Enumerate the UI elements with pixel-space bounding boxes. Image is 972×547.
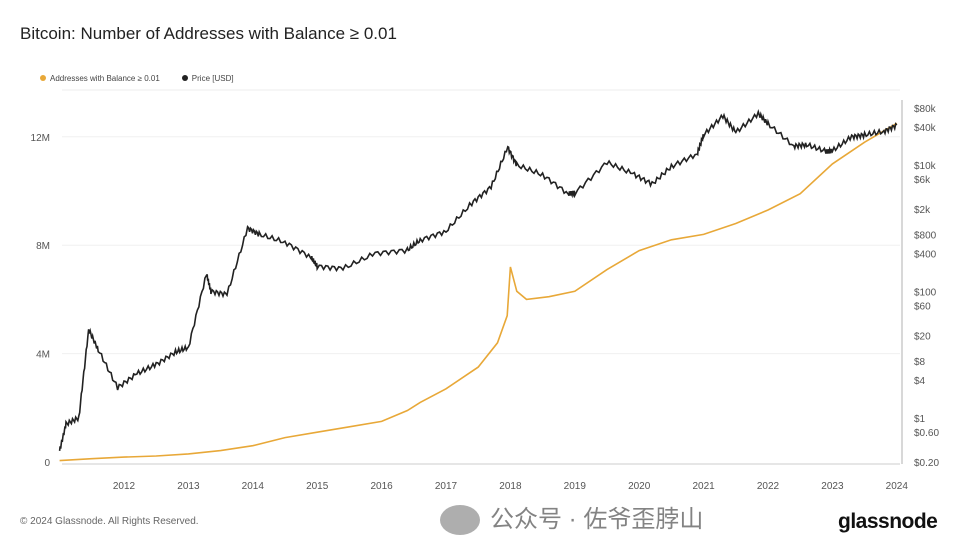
legend-label: Price [USD] — [191, 74, 234, 83]
y-left-tick-label: 8M — [36, 241, 50, 252]
chart-title: Bitcoin: Number of Addresses with Balanc… — [20, 24, 397, 43]
y-right-tick-label: $800 — [914, 230, 937, 241]
legend: Addresses with Balance ≥ 0.01 Price [USD… — [40, 74, 234, 83]
y-right-tick-label: $6k — [914, 175, 931, 186]
y-right-tick-label: $4 — [914, 376, 926, 387]
x-tick-label: 2021 — [692, 481, 715, 492]
x-tick-label: 2023 — [821, 481, 844, 492]
y-right-tick-label: $400 — [914, 249, 937, 260]
y-right-tick-label: $1 — [914, 414, 926, 425]
x-tick-label: 2017 — [435, 481, 458, 492]
x-tick-label: 2022 — [757, 481, 780, 492]
x-tick-label: 2013 — [177, 481, 200, 492]
x-tick-label: 2020 — [628, 481, 651, 492]
y-left-tick-label: 4M — [36, 350, 50, 361]
y-right-tick-label: $2k — [914, 205, 931, 216]
x-tick-label: 2016 — [370, 481, 393, 492]
y-right-tick-label: $10k — [914, 161, 937, 172]
x-tick-label: 2014 — [242, 481, 265, 492]
y-right-tick-label: $80k — [914, 104, 937, 115]
legend-item-price[interactable]: Price [USD] — [181, 74, 234, 83]
series-line-addresses — [59, 122, 898, 462]
y-left-tick-label: 0 — [44, 458, 50, 469]
y-right-tick-label: $0.20 — [914, 458, 939, 469]
legend-dot-icon — [40, 75, 46, 81]
y-right-tick-label: $40k — [914, 123, 937, 134]
x-tick-label: 2012 — [113, 481, 136, 492]
watermark-text: 公众号 · 佐爷歪脖山 — [490, 506, 704, 533]
x-tick-label: 2019 — [564, 481, 587, 492]
series-line-price — [58, 109, 898, 451]
watermark: 公众号 · 佐爷歪脖山 — [440, 505, 703, 535]
wechat-icon — [440, 505, 480, 535]
y-right-tick-label: $0.60 — [914, 428, 939, 439]
legend-label: Addresses with Balance ≥ 0.01 — [50, 74, 160, 83]
y-right-tick-label: $8 — [914, 357, 926, 368]
y-right-tick-label: $60 — [914, 301, 931, 312]
legend-item-addresses[interactable]: Addresses with Balance ≥ 0.01 — [40, 74, 160, 83]
copyright: © 2024 Glassnode. All Rights Reserved. — [20, 516, 199, 527]
brand-logo: glassnode — [838, 510, 938, 533]
x-tick-label: 2015 — [306, 481, 329, 492]
y-left-tick-label: 12M — [31, 133, 50, 144]
y-right-tick-label: $20 — [914, 332, 931, 343]
y-right-tick-label: $100 — [914, 287, 937, 298]
legend-dot-icon — [181, 75, 188, 81]
x-tick-label: 2024 — [886, 481, 909, 492]
x-tick-label: 2018 — [499, 481, 522, 492]
